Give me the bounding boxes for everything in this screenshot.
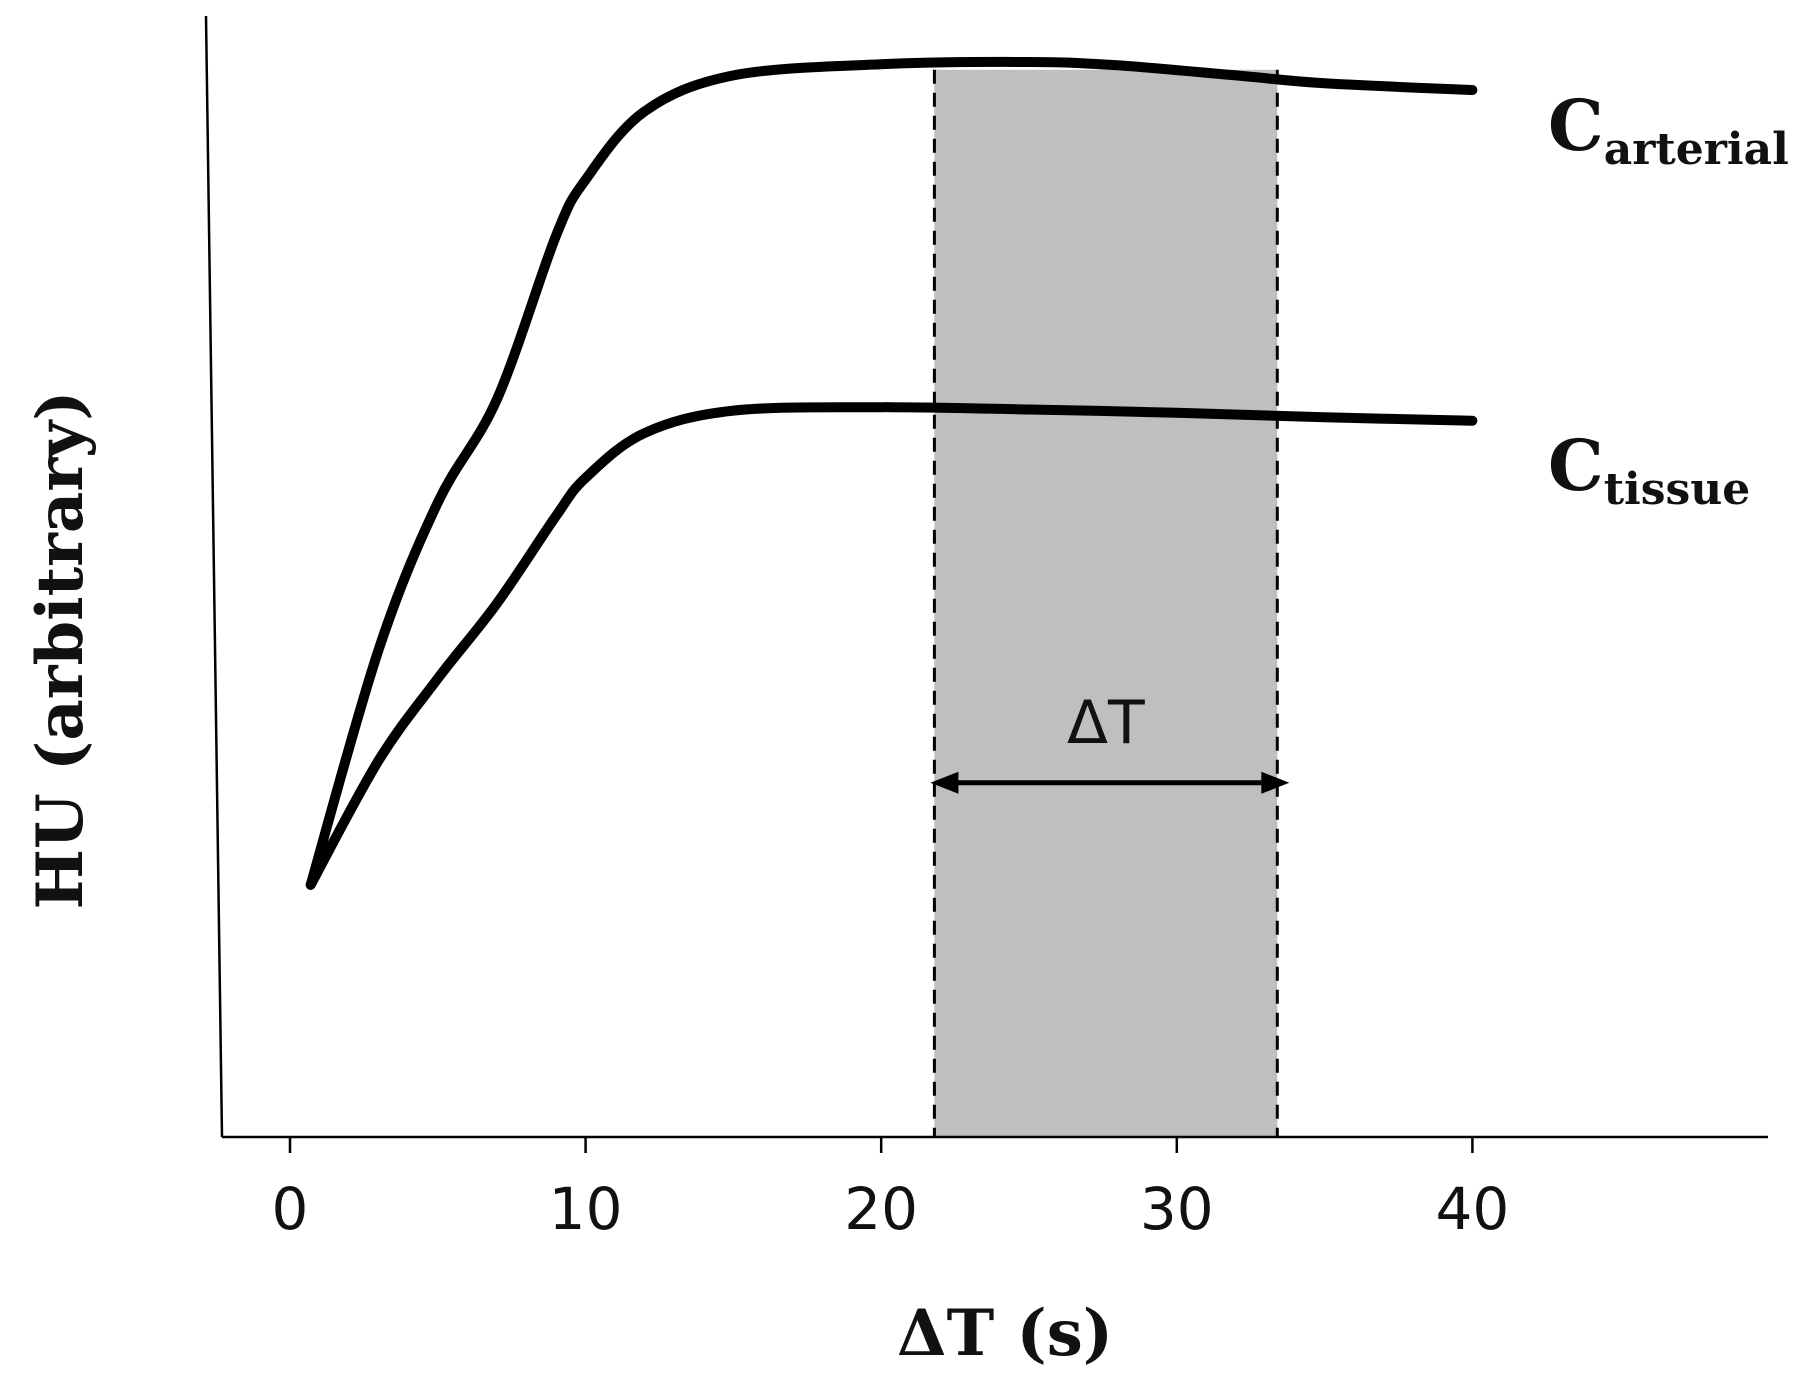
x-tick-label: 10 [549,1175,623,1243]
series-label-tissue: Ctissue [1548,424,1750,515]
y-axis [204,15,224,1138]
arterial-curve [305,56,1478,890]
series-label-arterial-subscript: arterial [1604,124,1789,175]
x-axis-title: ΔT (s) [897,1296,1113,1371]
shaded-window [934,69,1278,1138]
delta-t-arrowhead-left [930,771,959,794]
x-tick-label: 20 [844,1175,918,1243]
series-label-arterial: Carterial [1548,84,1789,175]
x-tick-label: 0 [272,1175,309,1243]
x-tick-label: 40 [1435,1175,1509,1243]
delta-t-arrow [930,771,1290,794]
series-label-arterial-main: C [1548,84,1604,167]
delta-t-arrowhead-right [1261,771,1290,794]
series-label-tissue-main: C [1548,424,1604,507]
delta-t-band-label: ΔT [1067,688,1145,758]
y-axis-title: HU (arbitrary) [23,390,98,909]
series-label-tissue-subscript: tissue [1604,464,1751,515]
x-tick-label: 30 [1140,1175,1214,1243]
tissue-curve [305,402,1478,890]
x-ticks: 0 10 20 30 40 [272,1137,1509,1243]
